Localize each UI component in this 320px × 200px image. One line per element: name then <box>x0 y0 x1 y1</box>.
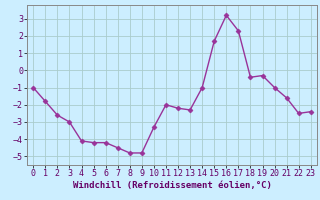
X-axis label: Windchill (Refroidissement éolien,°C): Windchill (Refroidissement éolien,°C) <box>73 181 271 190</box>
